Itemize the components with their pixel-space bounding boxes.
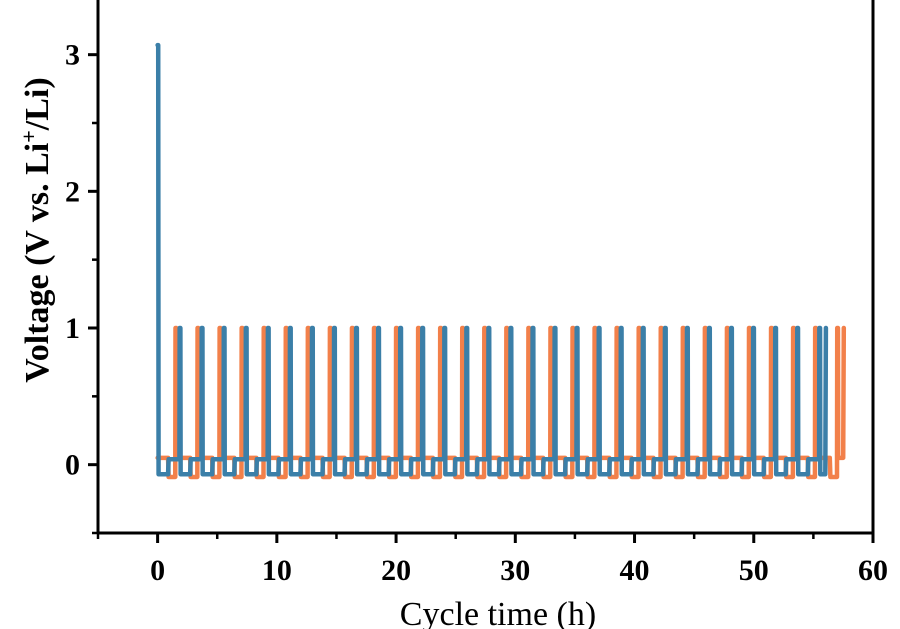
- x-tick-label: 20: [381, 554, 411, 587]
- x-tick-label: 40: [620, 554, 650, 587]
- x-axis-title: Cycle time (h): [400, 596, 596, 629]
- axes: 0 10 20 30 40 50 60 0 1 2 3: [65, 0, 888, 587]
- y-tick-label: 1: [65, 312, 80, 345]
- x-tick-label: 10: [262, 554, 292, 587]
- x-tick-label: 30: [500, 554, 530, 587]
- series-line-blue: [155, 42, 829, 477]
- y-tick-label: 0: [65, 449, 80, 482]
- x-tick-label: 60: [858, 554, 888, 587]
- y-axis-title-superscript: +: [16, 130, 41, 143]
- y-axis-title-main: Voltage (V vs. Li: [19, 143, 56, 383]
- x-tick-label: 0: [150, 554, 165, 587]
- x-tick-label: 50: [739, 554, 769, 587]
- y-tick-label: 3: [65, 39, 80, 72]
- y-tick-label: 2: [65, 175, 80, 208]
- y-axis-title-tail: /Li): [19, 77, 56, 131]
- y-axis-title: Voltage (V vs. Li+/Li): [16, 77, 56, 382]
- plot-series: [155, 42, 847, 480]
- series-line-orange: [155, 325, 847, 480]
